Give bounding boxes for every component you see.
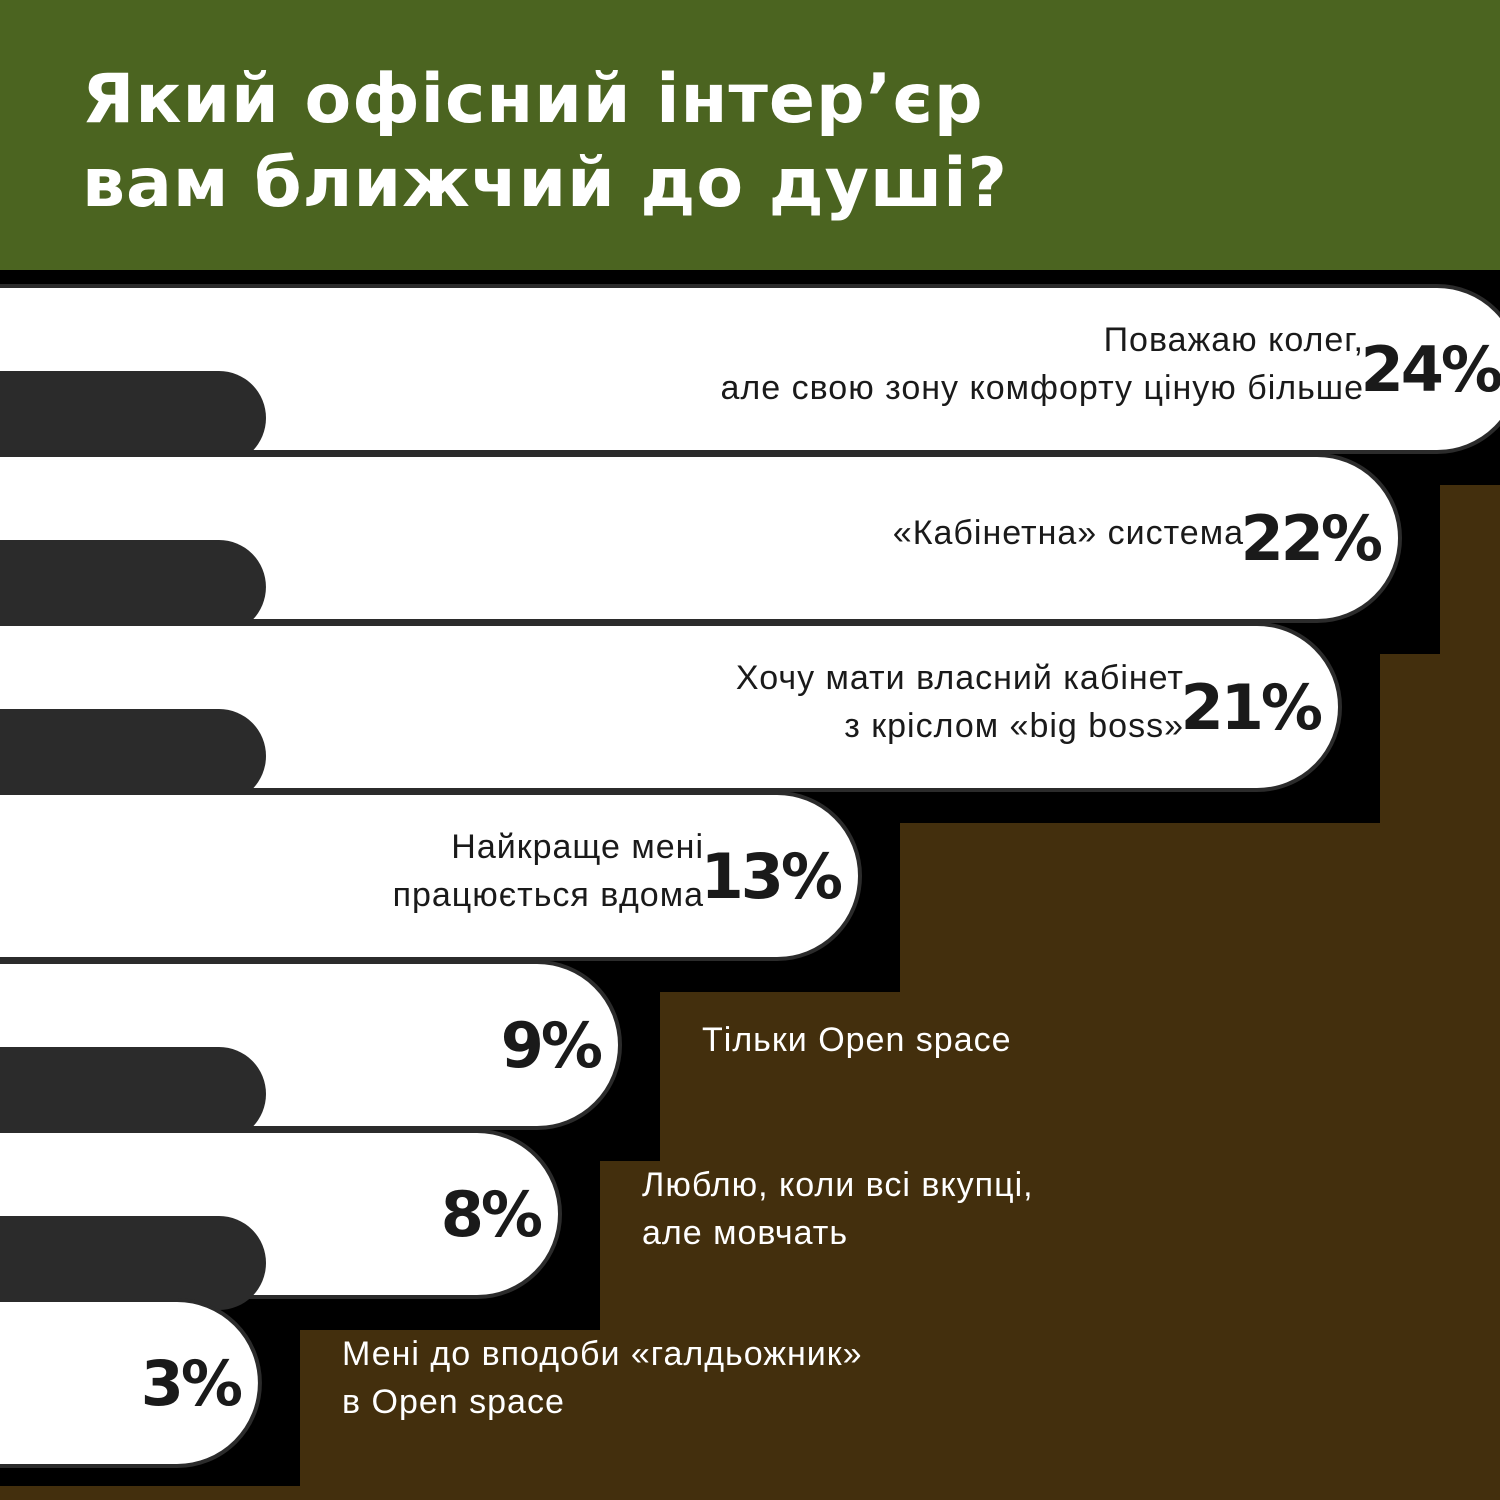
- bar-tab: [0, 1216, 266, 1310]
- bar-value-label: 24%: [1361, 333, 1500, 406]
- bar-value-label: 3%: [141, 1347, 242, 1420]
- bar-value-label: 22%: [1241, 502, 1382, 575]
- header-banner: Який офісний інтер’єр вам ближчий до душ…: [0, 0, 1500, 270]
- bar-category-label: Тільки Open space: [702, 1021, 1012, 1059]
- bar-category-label: з кріслом «big boss»: [844, 707, 1184, 745]
- bar-category-label: працюється вдома: [393, 876, 704, 914]
- bar: [0, 1298, 262, 1468]
- bar-category-label: Мені до вподоби «галдьожник»: [342, 1335, 863, 1373]
- bar-value-label: 13%: [701, 840, 842, 913]
- bar-category-label: Хочу мати власний кабінет: [736, 659, 1184, 697]
- bar-category-label: Найкраще мені: [451, 828, 704, 866]
- bar-category-label: але мовчать: [642, 1214, 848, 1252]
- bar-tab: [0, 709, 266, 803]
- title-line: вам ближчий до душі?: [82, 144, 1008, 223]
- bar: [0, 453, 1402, 623]
- bar-category-label: в Open space: [342, 1383, 565, 1421]
- bar-value-label: 8%: [441, 1178, 542, 1251]
- bar: [0, 791, 862, 961]
- title-line: Який офісний інтер’єр: [82, 60, 984, 139]
- bar-category-label: Люблю, коли всі вкупці,: [642, 1166, 1034, 1204]
- bar-tab: [0, 1047, 266, 1141]
- bar: [0, 284, 1500, 454]
- bar-tab: [0, 371, 266, 465]
- bar: [0, 622, 1342, 792]
- bar-value-label: 21%: [1181, 671, 1322, 744]
- chart-title: Який офісний інтер’єр вам ближчий до душ…: [82, 58, 1282, 226]
- bar-category-label: але свою зону комфорту ціную більше: [721, 369, 1364, 407]
- bar-category-label: «Кабінетна» система: [893, 514, 1244, 552]
- bar-tab: [0, 540, 266, 634]
- bar-category-label: Поважаю колег,: [1104, 321, 1364, 359]
- bar-value-label: 9%: [501, 1009, 602, 1082]
